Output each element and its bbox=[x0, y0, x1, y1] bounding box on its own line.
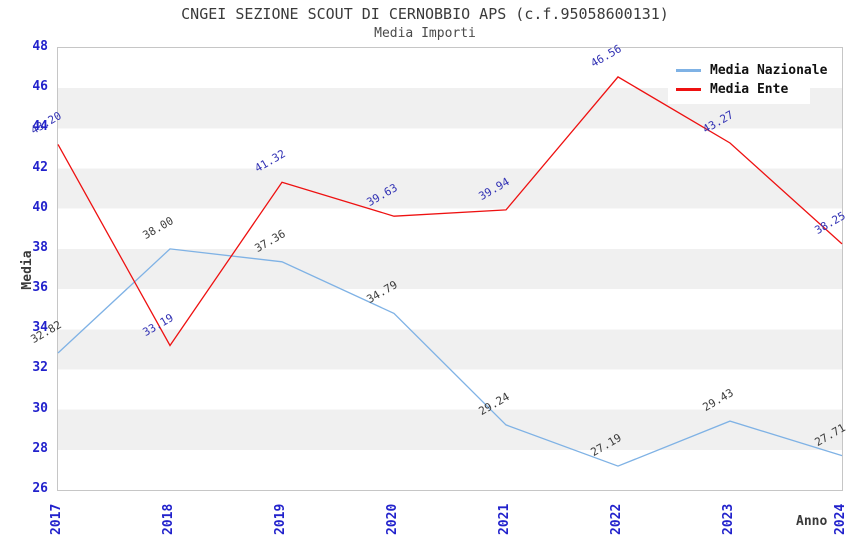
legend-label-media-ente: Media Ente bbox=[710, 82, 789, 97]
x-tick-label: 2019 bbox=[273, 503, 288, 535]
y-tick-label: 36 bbox=[32, 280, 48, 296]
legend-swatch-media-nazionale-icon bbox=[676, 69, 701, 72]
y-tick-label: 32 bbox=[32, 360, 48, 376]
x-tick-label: 2018 bbox=[161, 503, 176, 535]
y-tick-label: 42 bbox=[32, 159, 48, 175]
y-tick-label: 44 bbox=[32, 119, 48, 135]
x-tick-label: 2020 bbox=[385, 503, 400, 535]
y-tick-label: 48 bbox=[32, 39, 48, 54]
x-tick-label: 2022 bbox=[609, 503, 624, 535]
y-tick-label: 28 bbox=[32, 440, 48, 456]
y-tick-label: 26 bbox=[32, 481, 48, 496]
y-tick-label: 40 bbox=[32, 199, 48, 215]
legend-swatch-media-ente-icon bbox=[676, 88, 701, 91]
series-line-media-ente bbox=[57, 76, 843, 347]
x-tick-label: 2021 bbox=[497, 503, 512, 535]
legend-item-media-nazionale: Media Nazionale bbox=[668, 61, 827, 80]
x-tick-label: 2023 bbox=[721, 503, 736, 535]
chart-title: CNGEI SEZIONE SCOUT DI CERNOBBIO APS (c.… bbox=[181, 5, 669, 23]
x-tick-label: 2024 bbox=[833, 503, 848, 535]
plot-area bbox=[57, 47, 843, 491]
chart-subtitle: Media Importi bbox=[374, 26, 476, 41]
y-tick-label: 34 bbox=[32, 320, 48, 336]
x-axis-label: Anno bbox=[796, 514, 828, 529]
x-tick-label: 2017 bbox=[49, 503, 64, 535]
y-tick-label: 38 bbox=[32, 239, 48, 255]
legend-label-media-nazionale: Media Nazionale bbox=[710, 63, 828, 78]
y-tick-label: 46 bbox=[32, 79, 48, 95]
y-tick-label: 30 bbox=[32, 400, 48, 416]
series-line-media-nazionale bbox=[57, 248, 843, 467]
legend: Media Nazionale Media Ente bbox=[668, 58, 827, 104]
series-lines bbox=[57, 76, 843, 467]
y-axis-label: Media bbox=[20, 250, 35, 290]
legend-item-media-ente: Media Ente bbox=[668, 80, 810, 99]
